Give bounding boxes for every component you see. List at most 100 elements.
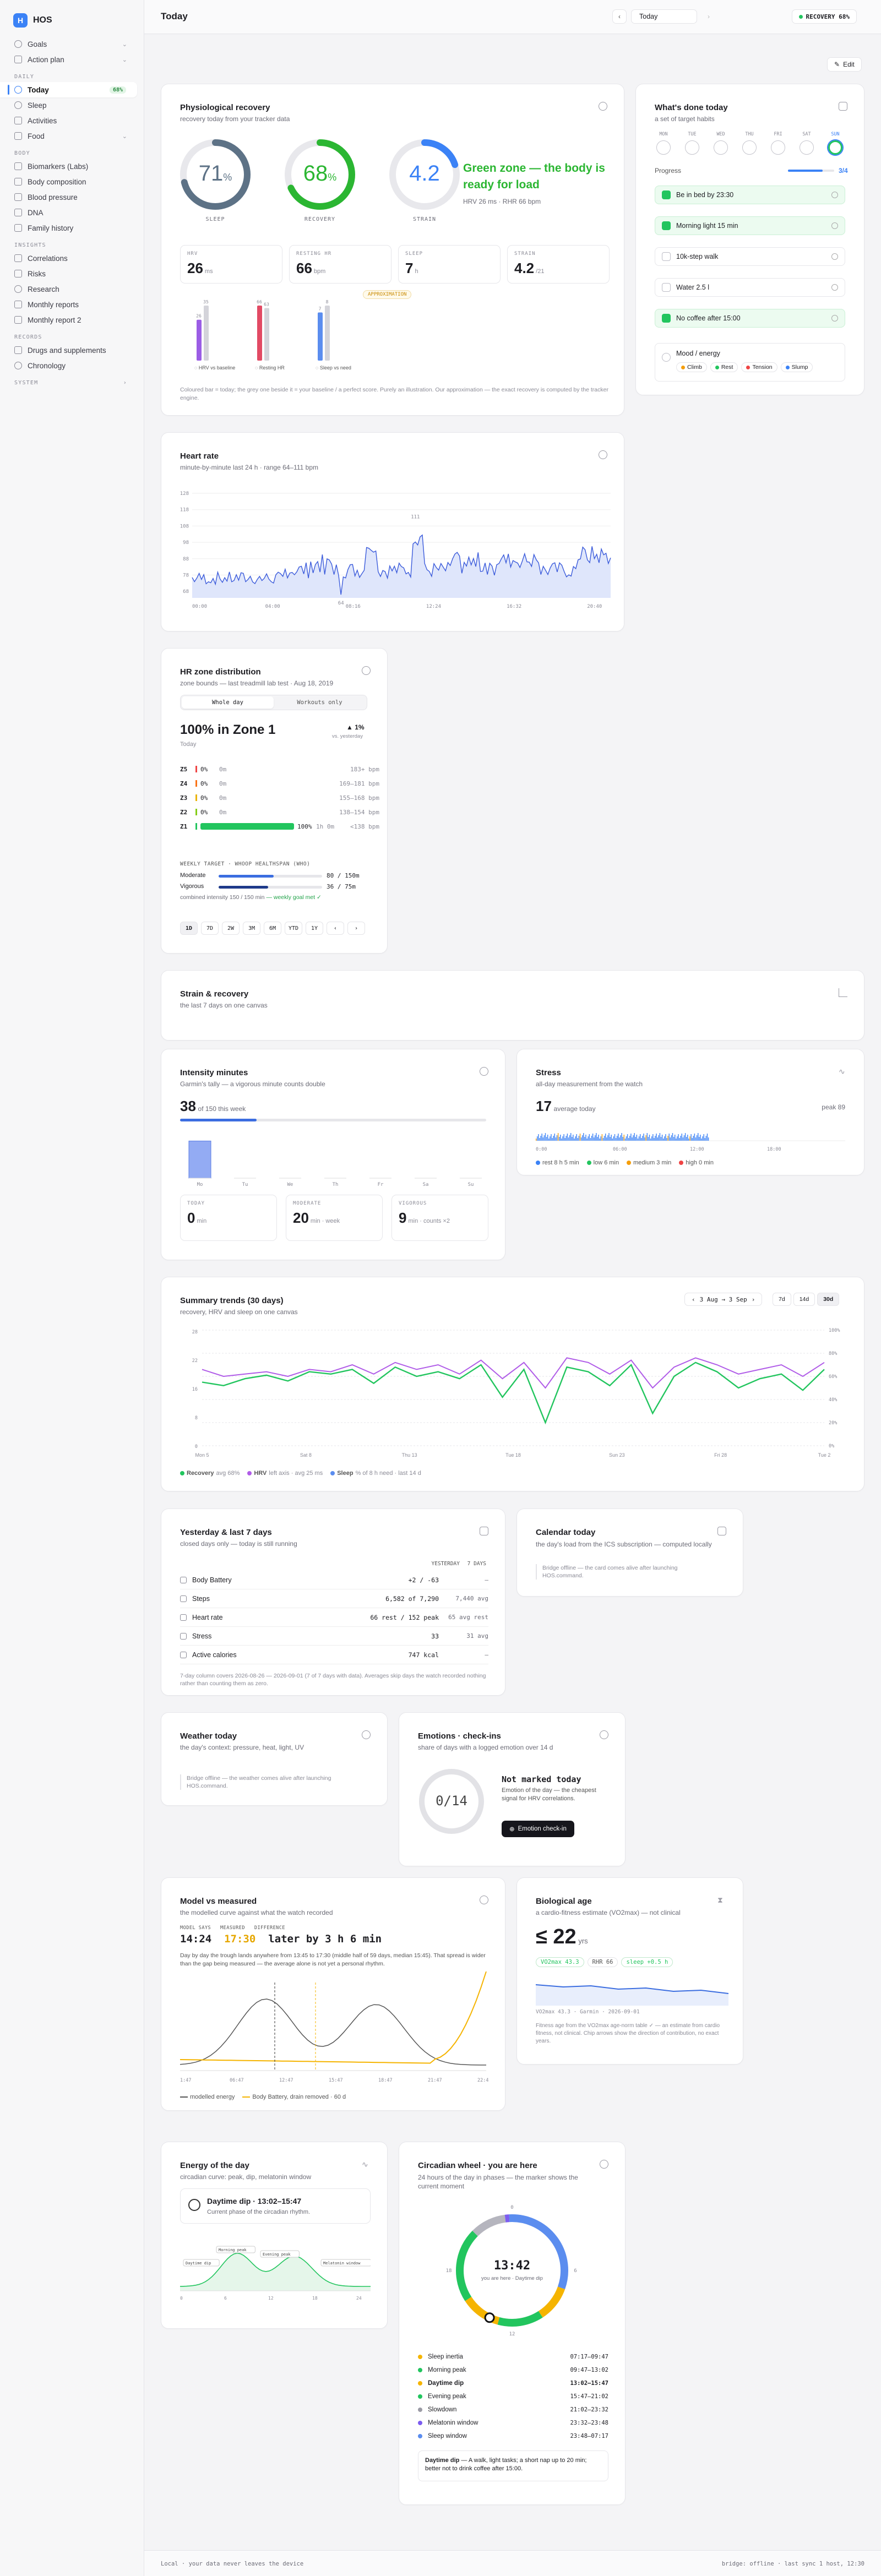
heart-icon[interactable] — [599, 450, 607, 459]
nav-goals[interactable]: Goals ⌄ — [0, 36, 137, 52]
nav-sleep[interactable]: Sleep — [0, 97, 137, 113]
vigorous-value: 36 / 75m — [327, 883, 356, 890]
zone-name: Z4 — [180, 780, 188, 787]
mood-chip[interactable]: Rest — [710, 362, 738, 372]
prev-day-button[interactable]: ‹ — [612, 9, 627, 24]
range-button[interactable]: 7d — [773, 1293, 791, 1306]
zone-text: Green zone — the body is ready for load — [463, 162, 605, 191]
habit-item[interactable]: 10k-step walk — [655, 247, 845, 266]
hourglass-icon[interactable]: ⧗ — [717, 1896, 723, 1904]
nav-today[interactable]: Today 68% — [0, 82, 137, 97]
section-system[interactable]: SYSTEM › — [0, 373, 144, 388]
nav-monthly-reports[interactable]: Monthly reports — [0, 297, 137, 312]
trends-chart: 100% 80% 60% 40% 20% 0% 28 22 16 8 0 Mon 5 Sat 8 Thu … — [192, 1328, 840, 1458]
edit-button[interactable]: ✎ Edit — [827, 57, 862, 72]
habit-checkbox[interactable] — [662, 314, 671, 323]
recovery-badge[interactable]: RECOVERY 68% — [791, 9, 857, 24]
nav-activities[interactable]: Activities — [0, 113, 137, 128]
calendar-icon[interactable] — [480, 1527, 488, 1535]
range-button[interactable]: 30d — [817, 1293, 840, 1306]
day-sun[interactable]: SUN — [824, 132, 846, 155]
mood-chip[interactable]: Slump — [780, 362, 813, 372]
day-wed[interactable]: WED — [710, 132, 732, 155]
checkbox-icon[interactable] — [839, 102, 847, 111]
mood-chip[interactable]: Tension — [741, 362, 777, 372]
app-logo[interactable]: H HOS — [0, 0, 144, 43]
tag-label: Melatonin window — [323, 2261, 361, 2265]
range-button[interactable]: 6M — [264, 922, 281, 935]
stress-bar — [667, 1136, 668, 1141]
range-button[interactable]: › — [347, 922, 365, 935]
weekly-target-title: WEEKLY TARGET · WHOOP HEALTHSPAN (WHO) — [180, 861, 311, 867]
nav-monthly-report-2[interactable]: Monthly report 2 — [0, 312, 137, 328]
mood-checkbox[interactable] — [662, 353, 671, 362]
habit-item[interactable]: Be in bed by 23:30 — [655, 186, 845, 204]
nav-biomarkers[interactable]: Biomarkers (Labs) — [0, 159, 137, 174]
emotion-checkin-button[interactable]: ⊕ Emotion check-in — [502, 1821, 574, 1837]
toggle-whole-day[interactable]: Whole day — [182, 696, 274, 709]
range-button[interactable]: ‹ — [327, 922, 344, 935]
compass-icon[interactable] — [600, 2160, 608, 2169]
day-thu[interactable]: THU — [738, 132, 760, 155]
heart-icon[interactable] — [362, 666, 371, 675]
range-button[interactable]: 2W — [222, 922, 240, 935]
day-fri[interactable]: FRI — [767, 132, 789, 155]
range-button[interactable]: 7D — [201, 922, 219, 935]
range-button[interactable]: 1Y — [306, 922, 323, 935]
day-sat[interactable]: SAT — [796, 132, 818, 155]
nav-risks[interactable]: Risks — [0, 266, 137, 281]
nav-label: Drugs and supplements — [28, 346, 106, 355]
nav-action-plan[interactable]: Action plan ⌄ — [0, 52, 137, 67]
tag-box — [320, 2259, 371, 2267]
next-day-button[interactable]: › — [708, 13, 710, 20]
dna-icon — [14, 209, 22, 216]
nav-drugs[interactable]: Drugs and supplements — [0, 342, 137, 358]
habit-item[interactable]: Morning light 15 min — [655, 216, 845, 235]
habit-checkbox[interactable] — [662, 252, 671, 261]
date-pill[interactable]: Today — [631, 9, 697, 24]
activity-icon[interactable]: ∿ — [839, 1067, 845, 1076]
range-button[interactable]: YTD — [285, 922, 302, 935]
x-tick: Tue 2 — [818, 1452, 831, 1458]
range-button[interactable]: 1D — [180, 922, 198, 935]
nav-dna[interactable]: DNA — [0, 205, 137, 220]
unit: % — [328, 172, 337, 183]
habit-item[interactable]: Water 2.5 l — [655, 278, 845, 297]
day-mon[interactable]: MON — [652, 132, 675, 155]
calendar-icon[interactable] — [717, 1527, 726, 1535]
bar-chart-icon[interactable] — [839, 988, 847, 997]
smile-icon[interactable] — [600, 1730, 608, 1739]
toggle-workouts[interactable]: Workouts only — [297, 699, 342, 706]
nav-correlations[interactable]: Correlations — [0, 250, 137, 266]
card-subtitle: the modelled curve against what the watc… — [180, 1909, 333, 1916]
activity-icon[interactable]: ∿ — [362, 2160, 368, 2169]
phase-row: Slowdown 21:02–23:32 — [418, 2406, 608, 2413]
habit-checkbox[interactable] — [662, 283, 671, 292]
emotions-ring — [419, 1769, 484, 1834]
stress-bar — [586, 1139, 588, 1141]
nav-body-composition[interactable]: Body composition — [0, 174, 137, 189]
cloud-icon[interactable] — [362, 1730, 371, 1739]
range-button[interactable]: 14d — [793, 1293, 815, 1306]
habit-checkbox[interactable] — [662, 190, 671, 199]
mood-chip[interactable]: Climb — [676, 362, 707, 372]
today-bar — [318, 312, 323, 361]
nav-blood-pressure[interactable]: Blood pressure — [0, 189, 137, 205]
zone-minutes: 0m — [219, 780, 227, 787]
range-button[interactable]: 3M — [243, 922, 260, 935]
trends-date-range[interactable]: ‹ 3 Aug → 3 Sep › — [684, 1293, 763, 1306]
stress-bar — [628, 1138, 629, 1141]
nav-research[interactable]: Research — [0, 281, 137, 297]
habit-checkbox[interactable] — [662, 221, 671, 230]
habit-item[interactable]: No coffee after 15:00 — [655, 309, 845, 328]
card-subtitle: minute-by-minute last 24 h · range 64–11… — [180, 464, 319, 471]
phase-label: Slowdown — [428, 2406, 457, 2413]
gear-icon[interactable] — [480, 1896, 488, 1904]
day-tue[interactable]: TUE — [681, 132, 703, 155]
heart-icon[interactable] — [599, 102, 607, 111]
nav-food[interactable]: Food ⌄ — [0, 128, 137, 144]
clock-icon[interactable] — [480, 1067, 488, 1076]
day-label: We — [287, 1182, 293, 1187]
nav-chronology[interactable]: Chronology — [0, 358, 137, 373]
nav-family-history[interactable]: Family history — [0, 220, 137, 236]
